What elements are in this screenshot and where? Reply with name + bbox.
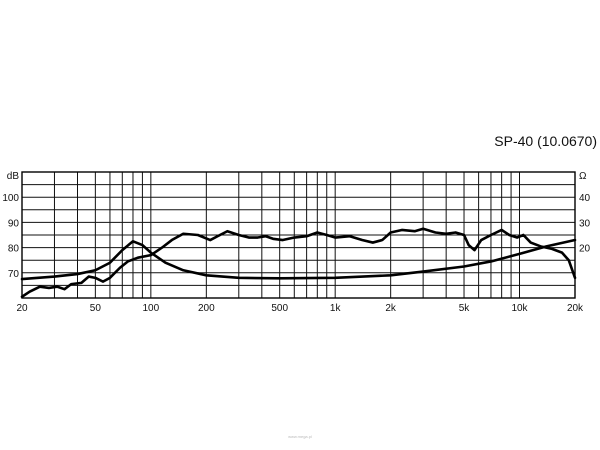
x-tick-label: 5k (459, 303, 471, 314)
x-tick-label: 200 (198, 303, 215, 314)
x-tick-label: 2k (385, 303, 397, 314)
plot-frame (21, 171, 576, 299)
y-right-axis-label: Ω (579, 171, 587, 182)
x-tick-label: 500 (271, 303, 288, 314)
y-right-tick-label: 40 (579, 193, 591, 204)
y-left-tick-label: 70 (8, 269, 20, 280)
y-left-tick-label: 90 (8, 218, 20, 229)
x-tick-label: 1k (330, 303, 342, 314)
x-tick-label: 20 (16, 303, 28, 314)
y-right-tick-label: 20 (579, 244, 591, 255)
tick-labels: 20 50 100 200 500 1k 2k 5k 10k 20k 70 80 90 100 20 30 40… (2, 171, 590, 314)
x-tick-label: 10k (511, 303, 528, 314)
x-tick-label: 100 (142, 303, 159, 314)
y-right-tick-label: 30 (579, 218, 591, 229)
frequency-response-curve (20, 227, 577, 299)
y-left-tick-label: 80 (8, 244, 20, 255)
impedance-curve (20, 238, 577, 281)
y-left-axis-label: dB (7, 171, 20, 182)
watermark: www.mega.pl (288, 434, 312, 439)
chart-title: SP-40 (10.0670) (494, 133, 597, 149)
x-tick-label: 50 (90, 303, 102, 314)
curves (20, 227, 577, 299)
y-left-tick-label: 100 (2, 193, 19, 204)
x-tick-label: 20k (567, 303, 584, 314)
